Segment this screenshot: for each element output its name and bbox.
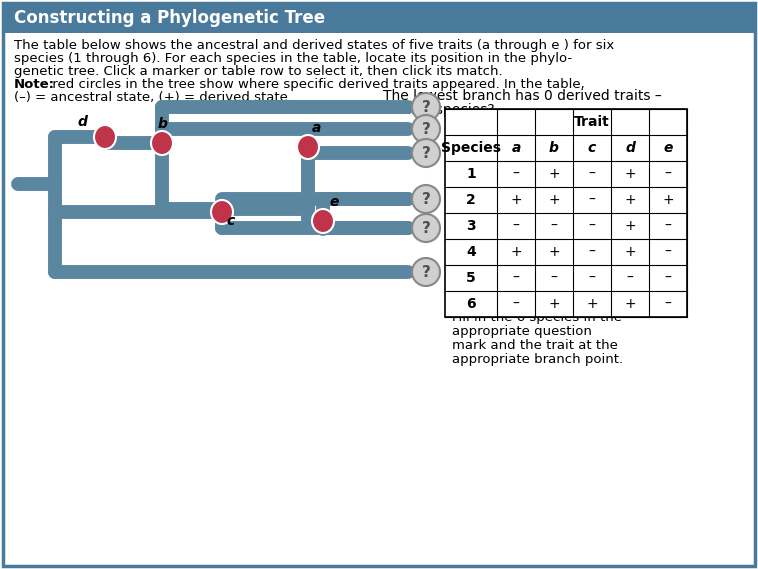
- Text: +: +: [510, 193, 522, 207]
- Text: 1: 1: [466, 167, 476, 181]
- Text: Trait: Trait: [574, 115, 610, 129]
- Text: Constructing a Phylogenetic Tree: Constructing a Phylogenetic Tree: [14, 9, 325, 27]
- Bar: [445, 109, 687, 317]
- Ellipse shape: [211, 200, 233, 224]
- Text: –: –: [665, 271, 672, 285]
- Text: ?: ?: [421, 100, 431, 114]
- Text: +: +: [624, 167, 636, 181]
- Text: e: e: [663, 141, 672, 155]
- Text: species (1 through 6). For each species in the table, locate its position in the: species (1 through 6). For each species …: [14, 52, 572, 65]
- Text: ?: ?: [421, 146, 431, 160]
- Text: –: –: [550, 271, 557, 285]
- Circle shape: [412, 185, 440, 213]
- Text: –: –: [512, 219, 519, 233]
- Text: (–) = ancestral state, (+) = derived state.: (–) = ancestral state, (+) = derived sta…: [14, 91, 292, 104]
- Text: +: +: [548, 193, 560, 207]
- Text: appropriate branch point.: appropriate branch point.: [452, 353, 623, 366]
- Text: +: +: [510, 245, 522, 259]
- Text: +: +: [624, 219, 636, 233]
- Text: b: b: [549, 141, 559, 155]
- Circle shape: [412, 115, 440, 143]
- Circle shape: [412, 258, 440, 286]
- Text: ?: ?: [421, 122, 431, 137]
- Text: –: –: [588, 245, 596, 259]
- Text: –: –: [512, 271, 519, 285]
- Text: appropriate question: appropriate question: [452, 325, 592, 338]
- Text: Note:: Note:: [14, 78, 55, 91]
- Text: genetic tree. Click a marker or table row to select it, then click its match.: genetic tree. Click a marker or table ro…: [14, 65, 503, 78]
- Text: –: –: [665, 297, 672, 311]
- Text: e: e: [329, 195, 338, 209]
- Text: b: b: [158, 117, 168, 131]
- Text: –: –: [550, 219, 557, 233]
- Text: +: +: [624, 193, 636, 207]
- Text: +: +: [548, 245, 560, 259]
- Text: –: –: [627, 271, 634, 285]
- Ellipse shape: [312, 209, 334, 233]
- Text: +: +: [548, 297, 560, 311]
- Text: –: –: [665, 167, 672, 181]
- Text: d: d: [625, 141, 635, 155]
- Text: +: +: [624, 245, 636, 259]
- Text: The table below shows the ancestral and derived states of five traits (a through: The table below shows the ancestral and …: [14, 39, 614, 52]
- Text: The lowest branch has 0 derived traits –: The lowest branch has 0 derived traits –: [383, 89, 662, 103]
- Text: a: a: [512, 141, 521, 155]
- Text: c: c: [588, 141, 596, 155]
- Text: –: –: [588, 167, 596, 181]
- Text: Species: Species: [441, 141, 501, 155]
- Ellipse shape: [151, 131, 173, 155]
- Text: 5: 5: [466, 271, 476, 285]
- Text: +: +: [662, 193, 674, 207]
- Text: –: –: [588, 193, 596, 207]
- Circle shape: [412, 214, 440, 242]
- Text: +: +: [624, 297, 636, 311]
- Text: 6: 6: [466, 297, 476, 311]
- Text: Fill in the 6 species in the: Fill in the 6 species in the: [452, 311, 622, 324]
- Circle shape: [412, 93, 440, 121]
- Text: +: +: [548, 167, 560, 181]
- Text: which species?: which species?: [391, 103, 495, 117]
- Circle shape: [412, 139, 440, 167]
- Text: –: –: [588, 219, 596, 233]
- Ellipse shape: [94, 125, 116, 149]
- Text: –: –: [588, 271, 596, 285]
- Ellipse shape: [297, 135, 319, 159]
- Text: –: –: [512, 297, 519, 311]
- Text: –: –: [665, 219, 672, 233]
- Text: ?: ?: [421, 192, 431, 207]
- Text: –: –: [512, 167, 519, 181]
- Text: ?: ?: [421, 221, 431, 236]
- Text: a: a: [312, 121, 321, 135]
- Text: –: –: [665, 245, 672, 259]
- Bar: [3, 3, 755, 33]
- Text: 4: 4: [466, 245, 476, 259]
- Text: 2: 2: [466, 193, 476, 207]
- Text: d: d: [77, 115, 87, 129]
- Text: mark and the trait at the: mark and the trait at the: [452, 339, 618, 352]
- Text: red circles in the tree show where specific derived traits appeared. In the tabl: red circles in the tree show where speci…: [48, 78, 584, 91]
- Text: 3: 3: [466, 219, 476, 233]
- Text: +: +: [586, 297, 598, 311]
- Text: ?: ?: [421, 265, 431, 279]
- Text: c: c: [226, 214, 234, 228]
